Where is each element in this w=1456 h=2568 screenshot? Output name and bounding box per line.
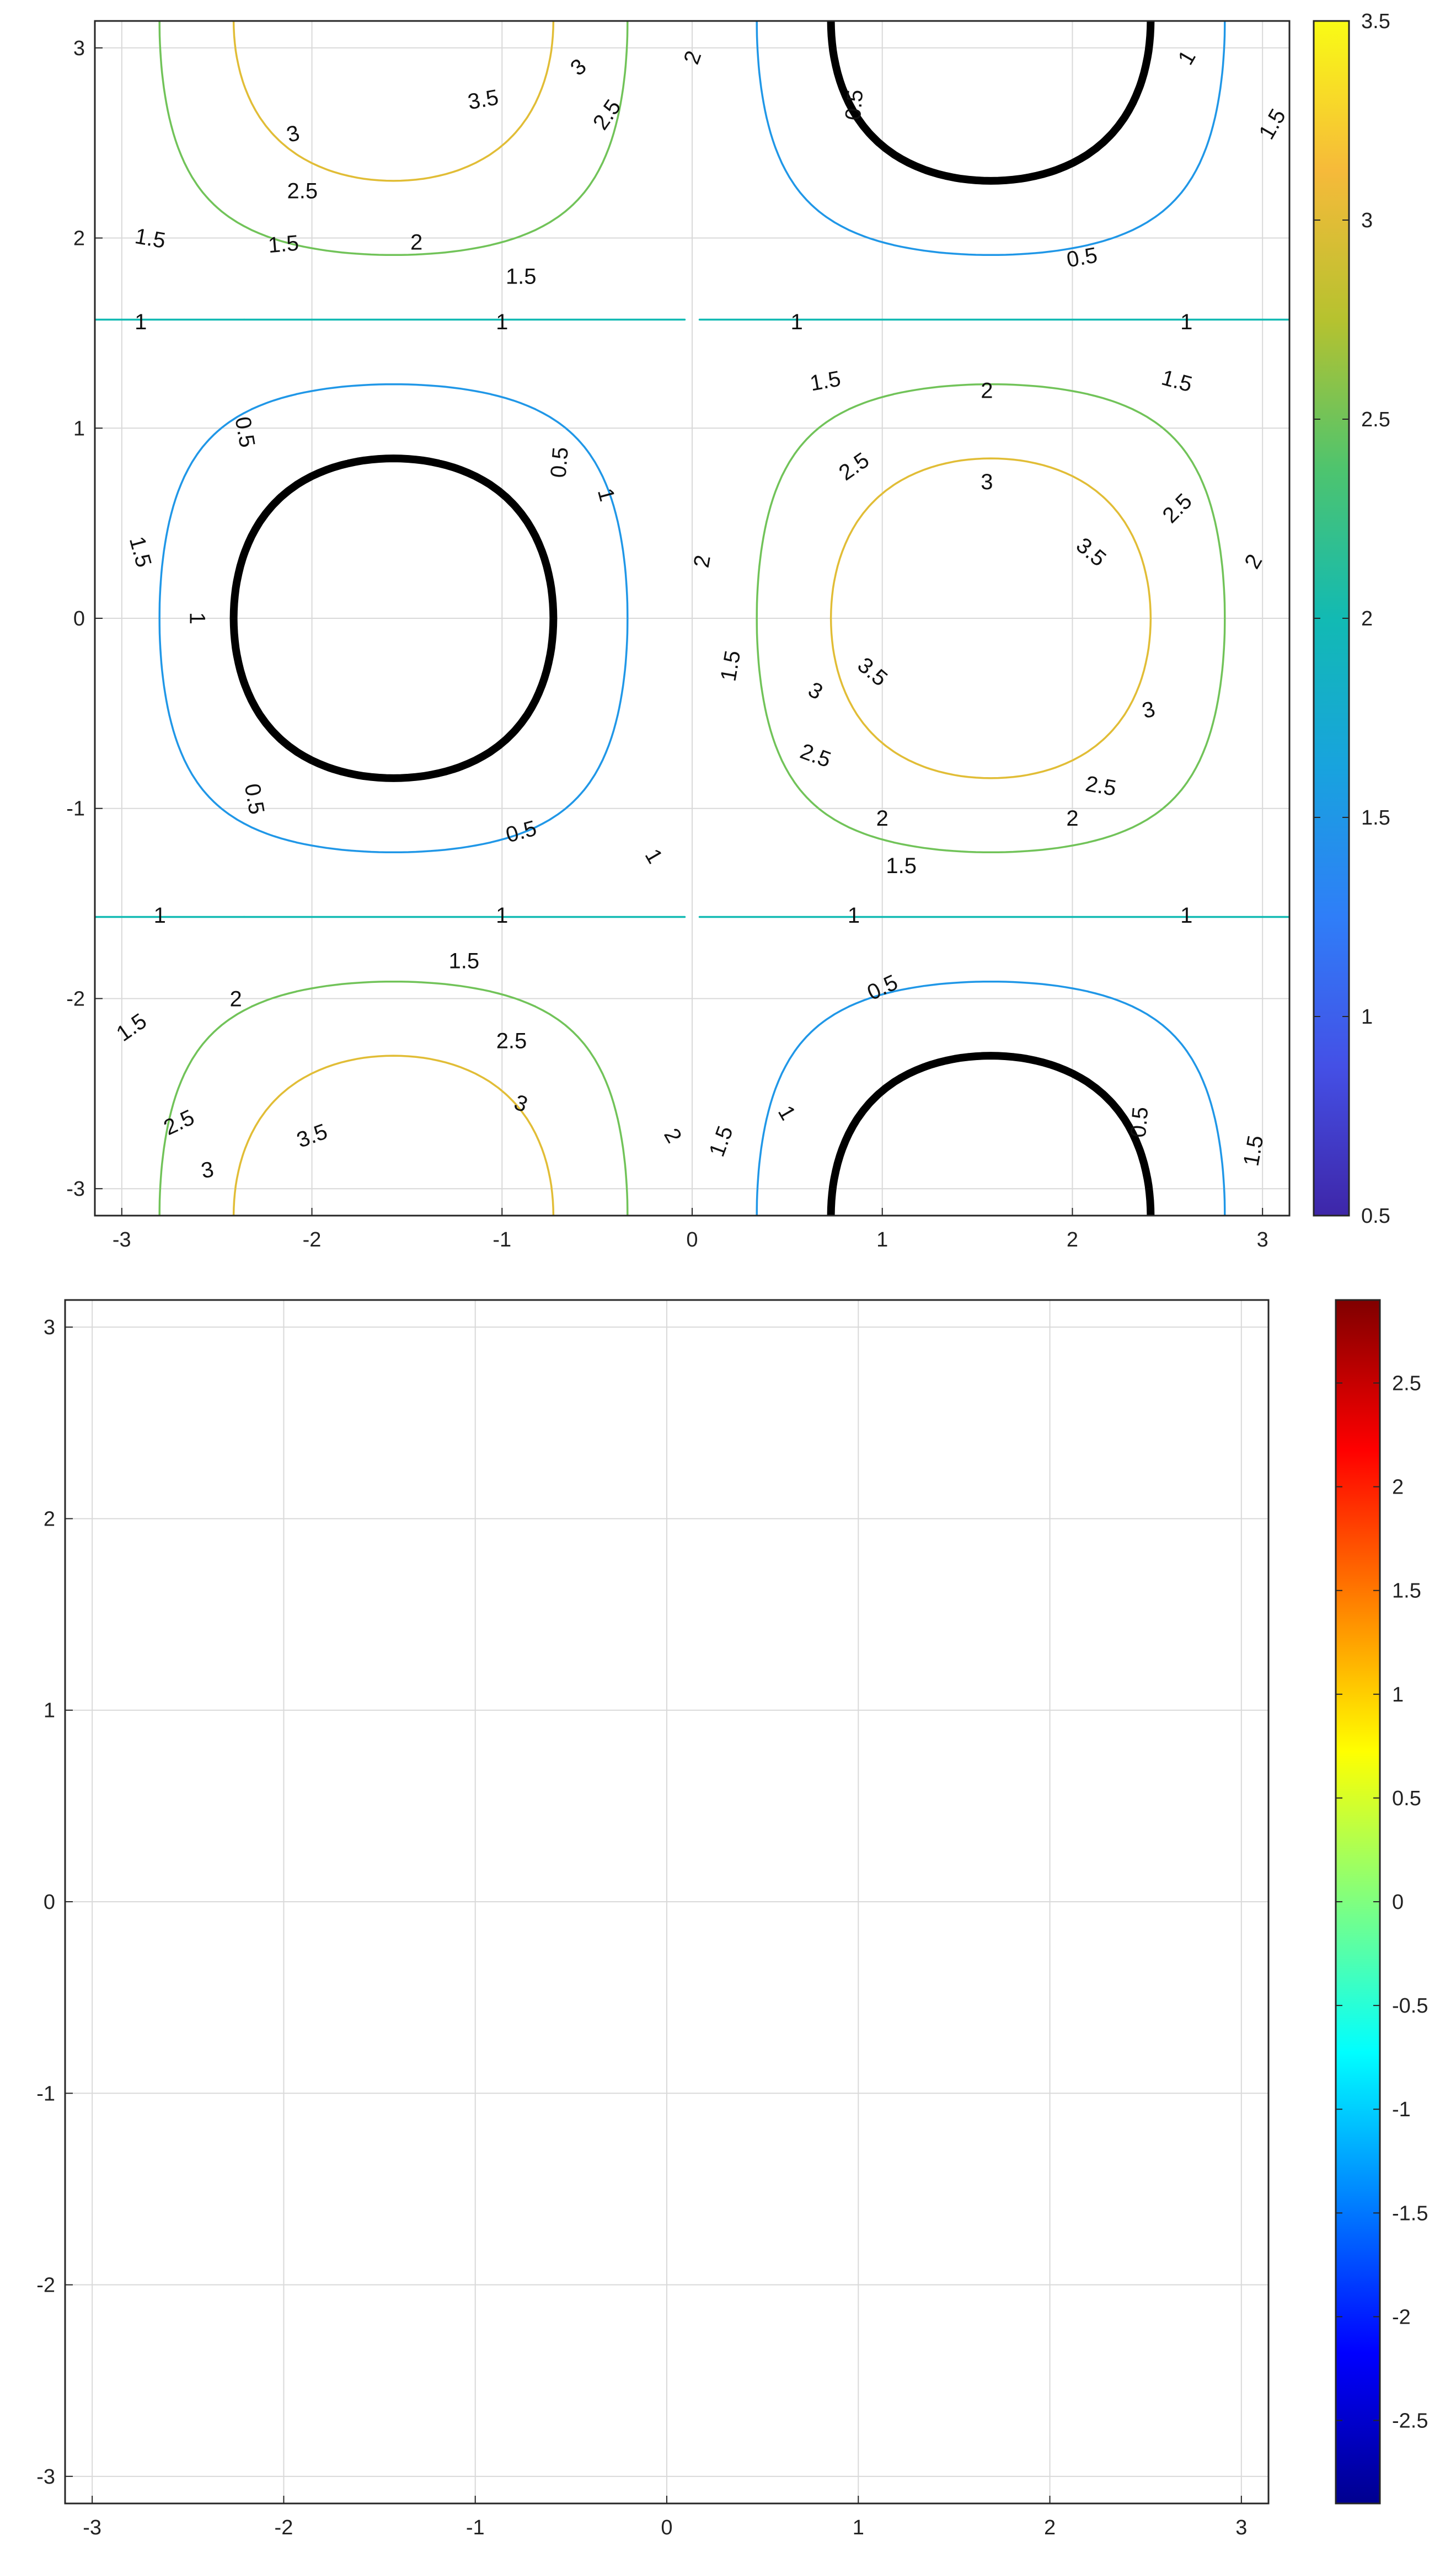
- contour-label: 1.5: [133, 224, 167, 253]
- y-tick-label: 3: [73, 37, 85, 60]
- x-tick-label: -2: [275, 2516, 293, 2539]
- top-colorbar-ticks: 3.5 3 2.5 2 1.5 1 0.5: [1314, 10, 1390, 1228]
- contour-label: 2: [1066, 806, 1078, 831]
- contour-label: 2: [876, 806, 888, 831]
- x-tick-label: 3: [1235, 2516, 1247, 2539]
- colorbar-tick-label: 3.5: [1361, 10, 1390, 33]
- contour-label: 1: [135, 310, 147, 334]
- top-tick-labels: -3 -2 -1 0 1 2 3 3 2 1 0 -1 -2 -3: [66, 37, 1268, 1251]
- x-tick-label: 1: [876, 1228, 888, 1251]
- x-tick-label: -3: [113, 1228, 131, 1251]
- contour-label: 2: [410, 230, 422, 254]
- contour-line-level: [232, 21, 1152, 1216]
- colorbar-tick-label: 1: [1361, 1005, 1373, 1029]
- bottom-colorbar-gradient: [1335, 1299, 1381, 2505]
- x-tick-label: -1: [493, 1228, 511, 1251]
- contour-label: 1: [848, 903, 860, 928]
- bottom-tick-labels: -3 -2 -1 0 1 2 3 3 2 1 0 -1 -2 -3: [36, 1316, 1247, 2539]
- top-grid: [95, 21, 1289, 1216]
- y-tick-label: -2: [36, 2274, 55, 2297]
- contour-label: 0.5: [230, 415, 259, 449]
- contour-label: 1.5: [506, 264, 537, 288]
- contour-line-level: [158, 21, 1226, 1216]
- x-tick-label: 1: [853, 2516, 864, 2539]
- y-tick-label: -3: [36, 2465, 55, 2489]
- colorbar-tick-label: 2: [1392, 1476, 1404, 1499]
- contour-line-level: [229, 21, 1155, 1216]
- contour-label: 2: [981, 378, 993, 403]
- contour-line-level: [95, 318, 1289, 918]
- colorbar-tick-label: 1.5: [1392, 1580, 1421, 1603]
- bottom-colorbar: 2.5 2 1.5 1 0.5 0 -0.5 -1 -1.5 -2 -2.5: [1335, 1299, 1428, 2505]
- contour-label: 3.5: [466, 85, 500, 114]
- x-tick-label: 2: [1044, 2516, 1056, 2539]
- x-tick-label: 0: [686, 1228, 698, 1251]
- contour-line-level: [158, 21, 1226, 1216]
- contour-label: 1.5: [716, 649, 745, 683]
- x-tick-label: 0: [661, 2516, 672, 2539]
- y-tick-label: 0: [44, 1891, 55, 1914]
- contour-label: 1: [790, 310, 802, 334]
- y-tick-label: 2: [73, 227, 85, 250]
- contour-label: 1: [154, 903, 166, 928]
- contour-label: 1.5: [449, 949, 480, 973]
- top-contour-lines: [95, 21, 1289, 1216]
- colorbar-tick-label: -2.5: [1392, 2410, 1428, 2433]
- contour-label: 1: [496, 310, 508, 334]
- y-tick-label: 1: [44, 1699, 55, 1722]
- colorbar-tick-label: 3: [1361, 209, 1373, 232]
- y-tick-label: -2: [66, 987, 85, 1010]
- x-tick-label: -2: [303, 1228, 322, 1251]
- colorbar-tick-label: -1.5: [1392, 2202, 1428, 2225]
- y-tick-label: -3: [66, 1178, 85, 1201]
- y-tick-label: -1: [66, 798, 85, 821]
- colorbar-tick-label: -2: [1392, 2305, 1411, 2329]
- contour-label: 2.5: [1084, 772, 1118, 801]
- contour-label: 1: [496, 903, 508, 928]
- contour-label: 0.5: [1126, 1106, 1153, 1138]
- contour-label: 1.5: [808, 367, 842, 396]
- y-tick-label: 1: [73, 417, 85, 440]
- colorbar-tick-label: 2.5: [1361, 408, 1390, 431]
- colorbar-tick-label: 0.5: [1392, 1787, 1421, 1810]
- contour-label: 1.5: [886, 854, 917, 878]
- colorbar-tick-label: -0.5: [1392, 1994, 1428, 2018]
- colorbar-tick-label: 0: [1392, 1891, 1404, 1914]
- contour-label: 0.5: [240, 782, 269, 816]
- colorbar-tick-label: -1: [1392, 2098, 1411, 2121]
- contour-label: 1: [185, 612, 210, 624]
- bottom-grid: [65, 1300, 1268, 2503]
- contour-label: 1.5: [1239, 1133, 1268, 1168]
- x-tick-label: -3: [83, 2516, 101, 2539]
- contour-label: 0.5: [546, 446, 573, 479]
- colorbar-tick-label: 1.5: [1361, 806, 1390, 830]
- contour-label: 1.5: [267, 231, 299, 258]
- y-tick-label: 3: [44, 1316, 55, 1339]
- contour-label: 1: [1180, 903, 1192, 928]
- x-tick-label: 2: [1067, 1228, 1078, 1251]
- top-colorbar: 3.5 3 2.5 2 1.5 1 0.5: [1313, 10, 1390, 1228]
- contour-label: 0.5: [841, 89, 868, 121]
- contour-label: 2: [230, 987, 242, 1011]
- colorbar-tick-label: 2.5: [1392, 1372, 1421, 1395]
- x-tick-label: 3: [1257, 1228, 1268, 1251]
- contour-label: 2.5: [287, 179, 318, 203]
- contour-label: 2.5: [496, 1029, 527, 1053]
- colorbar-tick-label: 1: [1392, 1683, 1404, 1706]
- bottom-colorbar-ticks: 2.5 2 1.5 1 0.5 0 -0.5 -1 -1.5 -2 -2.5: [1336, 1372, 1428, 2433]
- y-tick-label: 2: [44, 1507, 55, 1531]
- y-tick-label: 0: [73, 607, 85, 630]
- colorbar-tick-label: 0.5: [1361, 1205, 1390, 1228]
- y-tick-label: -1: [36, 2082, 55, 2105]
- contour-label: 3: [981, 470, 993, 494]
- colorbar-tick-label: 2: [1361, 607, 1373, 630]
- x-tick-label: -1: [466, 2516, 485, 2539]
- contour-label: 0.5: [1065, 243, 1099, 272]
- contour-label: 1: [1180, 310, 1192, 334]
